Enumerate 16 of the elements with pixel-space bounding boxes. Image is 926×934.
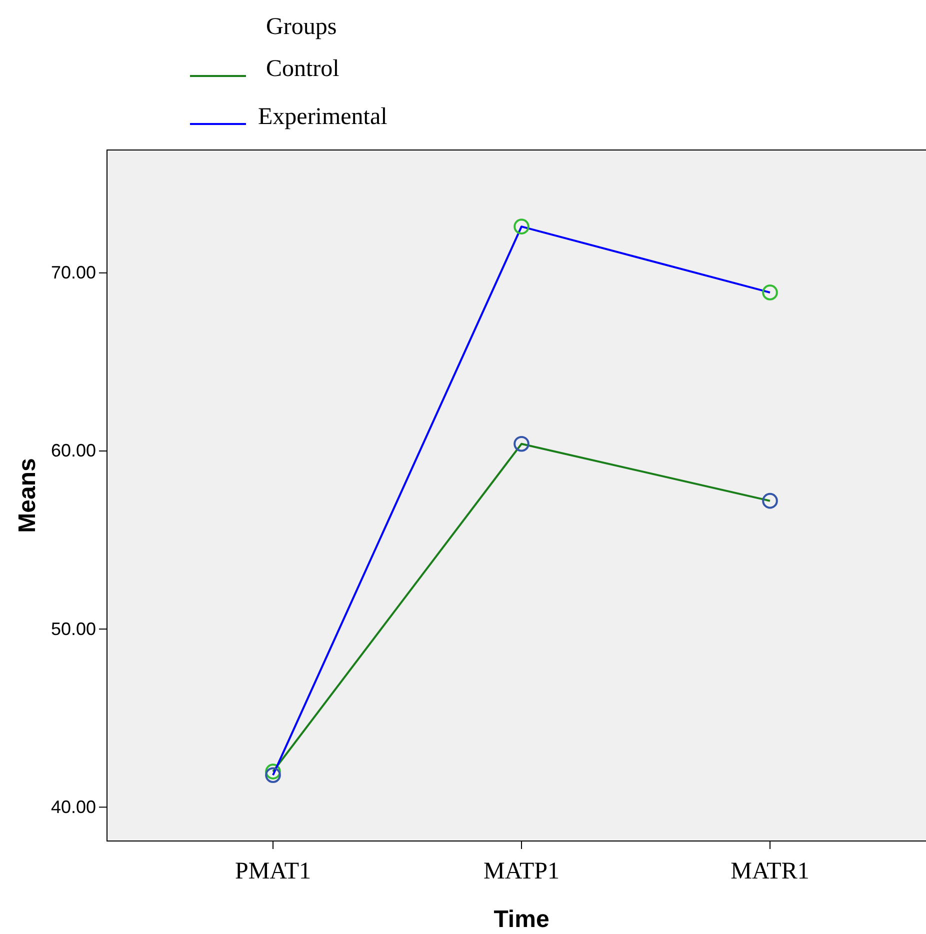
point: [514, 218, 530, 234]
x-axis-title: Time: [494, 906, 550, 933]
y-axis-title: Means: [14, 458, 41, 533]
legend-label: Control: [266, 56, 340, 82]
point: [762, 492, 778, 509]
point: [762, 284, 778, 300]
x-tick-label: MATP1: [483, 858, 560, 884]
x-tick-label: PMAT1: [234, 858, 312, 884]
y-tick-label: 60.00: [50, 440, 96, 461]
legend-title: Groups: [266, 14, 337, 40]
point: [514, 436, 530, 452]
y-tick-label: 50.00: [50, 618, 96, 639]
y-tick-label: 40.00: [50, 796, 96, 817]
y-tick-label: 70.00: [50, 262, 96, 283]
x-tick-label: MATR1: [730, 858, 810, 884]
legend-label: Experimental: [258, 104, 388, 130]
